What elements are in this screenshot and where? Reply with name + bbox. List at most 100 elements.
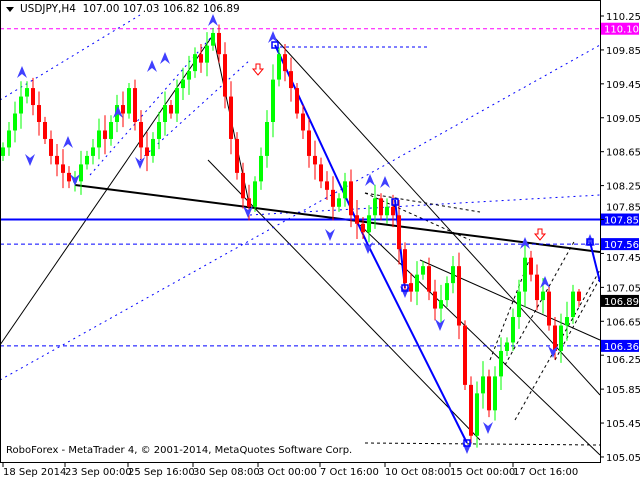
trend-line xyxy=(419,259,601,341)
low-value: 106.82 xyxy=(162,3,200,15)
candle-body xyxy=(151,138,155,156)
level-price-label: 106.36 xyxy=(604,342,639,353)
arrow-down-icon xyxy=(70,174,80,186)
trend-line xyxy=(139,59,251,161)
y-tick-label: 107.85 xyxy=(606,203,640,214)
candle-body xyxy=(163,105,167,122)
candle-body xyxy=(445,283,449,301)
candle-body xyxy=(67,172,71,182)
candle-body xyxy=(13,113,17,131)
candle-body xyxy=(157,122,161,139)
candle-body xyxy=(109,122,113,139)
arrow-up-icon xyxy=(380,176,390,188)
arrow-up-icon xyxy=(160,52,170,64)
open-value: 107.00 xyxy=(82,3,120,15)
candle-body xyxy=(139,122,143,148)
candle-body xyxy=(379,198,383,216)
x-tick-label: 30 Sep 08:00 xyxy=(193,467,260,478)
arrow-down-icon xyxy=(363,242,373,254)
pivot-square-icon xyxy=(271,41,279,49)
y-tick-label: 105.05 xyxy=(606,453,640,464)
level-price-tag xyxy=(601,238,639,251)
candle-body xyxy=(187,71,191,80)
arrow-up-icon xyxy=(520,237,530,249)
candle-body xyxy=(325,181,329,190)
trend-line xyxy=(514,269,601,421)
arrow-down-icon xyxy=(435,319,445,331)
candle-body xyxy=(403,249,407,284)
dropdown-triangle-icon[interactable] xyxy=(6,6,14,12)
candle-body xyxy=(235,138,239,173)
candle-body xyxy=(349,181,353,216)
candle-body xyxy=(547,291,551,326)
y-tick-label: 110.25 xyxy=(606,12,640,23)
chart-header: USDJPY,H4 107.00 107.03 106.82 106.89 xyxy=(6,3,240,15)
candle-body xyxy=(61,164,65,173)
close-value: 106.89 xyxy=(202,3,240,15)
arrow-up-icon xyxy=(147,60,157,72)
y-tick-label: 108.25 xyxy=(606,182,640,193)
candle-body xyxy=(223,54,227,97)
sell-arrow-icon xyxy=(251,63,265,76)
candle-body xyxy=(55,155,59,165)
candle-body xyxy=(145,147,149,156)
candle-body xyxy=(361,223,365,233)
x-tick-label: 17 Oct 16:00 xyxy=(513,467,578,478)
y-tick-label: 107.45 xyxy=(606,253,640,264)
candle-body xyxy=(409,283,413,292)
candle-body xyxy=(247,198,251,207)
candle-body xyxy=(475,393,479,436)
candle-body xyxy=(421,266,425,275)
arrow-up-icon xyxy=(540,276,550,288)
trend-line xyxy=(249,194,601,216)
candle-body xyxy=(283,54,287,72)
plot-frame xyxy=(0,0,601,463)
current-price-label: 106.89 xyxy=(604,297,639,308)
candle-body xyxy=(19,96,23,114)
pivot-square-icon xyxy=(463,439,471,447)
candle-body xyxy=(499,350,503,377)
candle-body xyxy=(439,300,443,309)
candle-body xyxy=(133,88,137,122)
candle-body xyxy=(571,291,575,318)
candle-body xyxy=(241,172,245,199)
trend-line xyxy=(364,192,481,213)
candle-body xyxy=(103,130,107,139)
candle-body xyxy=(295,88,299,114)
level-price-tag xyxy=(601,213,639,226)
x-tick-label: 10 Oct 08:00 xyxy=(385,467,450,478)
candle-body xyxy=(457,266,461,326)
candle-body xyxy=(277,54,281,80)
level-price-label: 110.10 xyxy=(604,25,639,36)
pivot-square-icon xyxy=(401,284,409,292)
candle-body xyxy=(319,164,323,182)
candle-body xyxy=(121,105,125,114)
candle-body xyxy=(313,155,317,165)
candle-body xyxy=(511,317,515,343)
candle-body xyxy=(175,88,179,114)
candle-body xyxy=(397,215,401,250)
candle-body xyxy=(229,96,233,139)
candle-body xyxy=(169,105,173,114)
candle-body xyxy=(523,257,527,292)
candle-body xyxy=(493,376,497,411)
arrow-down-icon xyxy=(325,229,335,241)
x-tick-label: 23 Sep 00:00 xyxy=(65,467,132,478)
y-tick-label: 109.45 xyxy=(606,80,640,91)
y-tick-label: 105.45 xyxy=(606,419,640,430)
y-tick-label: 108.65 xyxy=(606,148,640,159)
candle-body xyxy=(415,274,419,292)
candle-body xyxy=(343,181,347,199)
arrow-down-icon xyxy=(243,206,253,218)
candle-body xyxy=(481,376,485,394)
trend-line xyxy=(89,34,214,176)
candle-body xyxy=(487,376,491,411)
level-price-label: 107.56 xyxy=(604,240,639,251)
arrow-up-icon xyxy=(268,31,278,43)
candle-body xyxy=(97,130,101,148)
candle-body xyxy=(31,88,35,106)
arrow-up-icon xyxy=(365,174,375,186)
candle-body xyxy=(385,206,389,216)
x-tick-label: 18 Sep 2014 xyxy=(3,467,66,478)
